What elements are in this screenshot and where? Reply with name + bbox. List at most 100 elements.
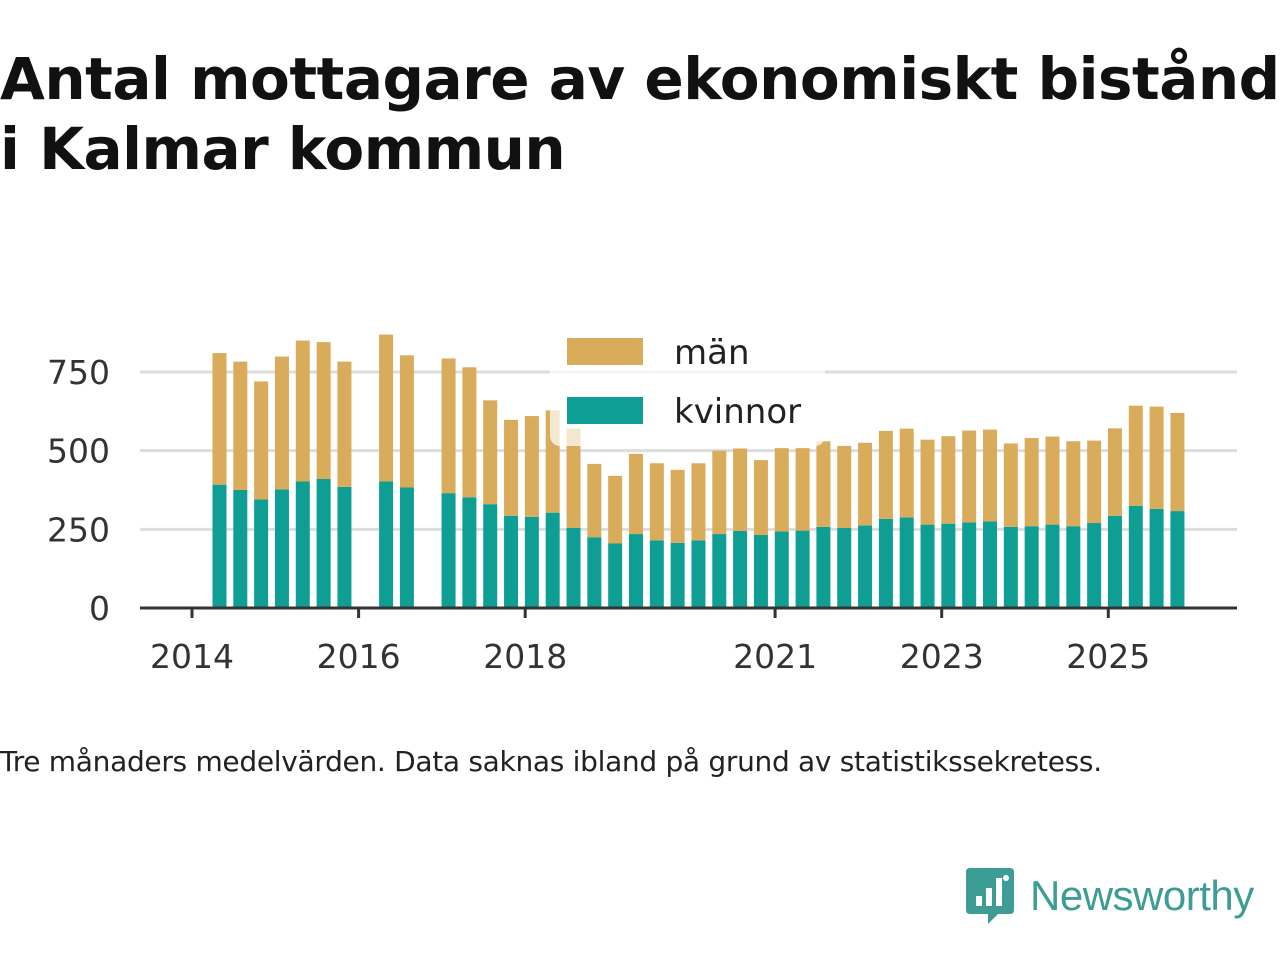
bar-kvinnor: [545, 512, 560, 608]
bar-man: [483, 400, 498, 505]
bar-man: [795, 448, 810, 531]
bar-kvinnor: [1066, 526, 1081, 608]
y-tick-label: 500: [47, 432, 110, 471]
x-tick-label: 2021: [733, 637, 817, 676]
brand-name: Newsworthy: [1030, 872, 1254, 919]
bar-kvinnor: [483, 504, 498, 608]
y-axis-ticks: 0 250 500 750: [47, 353, 110, 628]
legend-swatch-man: [567, 338, 643, 365]
bar-man: [983, 429, 998, 522]
bar-man: [670, 469, 685, 543]
bar-man: [1024, 438, 1039, 527]
bar-kvinnor: [1045, 524, 1060, 608]
bar-kvinnor: [899, 517, 914, 608]
bar-kvinnor: [691, 540, 706, 608]
bar-man: [1149, 406, 1164, 509]
bar-man: [941, 436, 956, 524]
bar-man: [649, 463, 664, 541]
bar-chart: 0 250 500 750 2014 2016 2018 2021 2023 2025 män …: [47, 326, 1237, 676]
chart-caption: Tre månaders medelvärden. Data saknas ib…: [0, 745, 1102, 778]
bar-kvinnor: [1149, 508, 1164, 608]
bar-kvinnor: [649, 540, 664, 608]
bar-man: [1003, 443, 1018, 527]
newsworthy-logo[interactable]: Newsworthy: [964, 866, 1254, 926]
bar-man: [462, 367, 477, 498]
bar-man: [524, 416, 539, 517]
bar-kvinnor: [816, 526, 831, 608]
bar-kvinnor: [379, 481, 394, 608]
bar-man: [566, 428, 581, 528]
bar-man: [628, 453, 643, 535]
bar-man: [920, 439, 935, 525]
bar-kvinnor: [712, 534, 727, 608]
bar-kvinnor: [212, 484, 227, 608]
bar-kvinnor: [983, 521, 998, 608]
bar-kvinnor: [274, 489, 289, 608]
bar-kvinnor: [504, 515, 519, 608]
bar-kvinnor: [399, 487, 414, 608]
bar-kvinnor: [524, 516, 539, 608]
newsworthy-logo-icon: [966, 868, 1014, 924]
bar-kvinnor: [878, 518, 893, 608]
x-tick-label: 2023: [900, 637, 984, 676]
bar-kvinnor: [608, 543, 623, 608]
x-axis-ticks: 2014 2016 2018 2021 2023 2025: [150, 608, 1150, 676]
legend-label-kvinnor: kvinnor: [674, 392, 801, 432]
bar-man: [1066, 441, 1081, 527]
bar-man: [1087, 440, 1102, 524]
bar-man: [733, 448, 748, 531]
bar-kvinnor: [920, 524, 935, 608]
bar-kvinnor: [1003, 526, 1018, 608]
bar-kvinnor: [837, 527, 852, 608]
legend-swatch-kvinnor: [567, 397, 643, 424]
bar-man: [254, 381, 269, 500]
bar-kvinnor: [441, 493, 456, 608]
legend-label-man: män: [674, 333, 750, 373]
bar-kvinnor: [774, 531, 789, 608]
bar-kvinnor: [1087, 523, 1102, 608]
bar-man: [1107, 428, 1122, 516]
bar-man: [399, 355, 414, 488]
bar-man: [899, 428, 914, 518]
bar-man: [816, 441, 831, 527]
bar-kvinnor: [295, 481, 310, 608]
bar-kvinnor: [670, 542, 685, 608]
bar-kvinnor: [316, 478, 331, 608]
bar-kvinnor: [941, 523, 956, 608]
bar-man: [962, 430, 977, 523]
bar-man: [504, 419, 519, 516]
bar-man: [587, 463, 602, 538]
bar-man: [212, 353, 227, 485]
bar-man: [837, 445, 852, 528]
bar-kvinnor: [462, 497, 477, 608]
bar-kvinnor: [858, 525, 873, 608]
bar-man: [337, 361, 352, 487]
bar-man: [1170, 412, 1185, 512]
bar-man: [379, 334, 394, 482]
x-tick-label: 2025: [1066, 637, 1150, 676]
bar-kvinnor: [566, 527, 581, 608]
bar-kvinnor: [1024, 526, 1039, 608]
x-tick-label: 2014: [150, 637, 234, 676]
bar-kvinnor: [1170, 511, 1185, 608]
bar-man: [316, 342, 331, 479]
x-tick-label: 2018: [483, 637, 567, 676]
y-tick-label: 250: [47, 510, 110, 549]
bar-kvinnor: [233, 490, 248, 608]
bar-man: [774, 448, 789, 532]
bar-man: [233, 361, 248, 490]
bar-kvinnor: [795, 530, 810, 608]
bar-man: [1128, 405, 1143, 506]
x-tick-label: 2016: [317, 637, 401, 676]
bars: [212, 334, 1185, 608]
bar-kvinnor: [587, 537, 602, 608]
bar-man: [753, 460, 768, 535]
bar-man: [878, 430, 893, 519]
y-tick-label: 750: [47, 353, 110, 392]
bar-man: [712, 450, 727, 535]
bar-man: [858, 442, 873, 526]
bar-kvinnor: [733, 530, 748, 608]
bar-man: [295, 340, 310, 482]
bar-man: [274, 356, 289, 490]
legend: män kvinnor: [550, 326, 825, 446]
